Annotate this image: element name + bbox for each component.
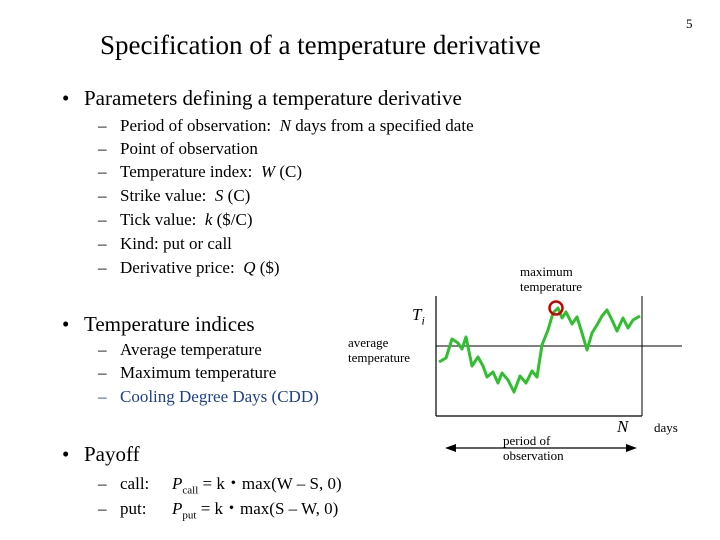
average-temperature-label: average temperature (348, 335, 411, 365)
bullet-dot: • (62, 312, 70, 336)
payoff-call: – call: Pcall = k・max(W – S, 0) (98, 474, 342, 497)
param-item: – Kind: put or call (98, 234, 232, 253)
payoff-put: – put: Pput = k・max(S – W, 0) (98, 499, 339, 522)
indices-heading-text: Temperature indices (84, 312, 255, 336)
param-item: – Tick value: k ($/C) (98, 210, 253, 229)
period-arrow-left-head (445, 444, 456, 452)
param-item: – Temperature index: W (C) (98, 162, 302, 181)
param-item: – Period of observation: N days from a sp… (98, 116, 474, 135)
maximum-temperature-label: maximum temperature (520, 264, 583, 294)
period-of-observation-label: period of observation (503, 433, 564, 463)
params-heading-text: Parameters defining a temperature deriva… (84, 86, 462, 110)
param-item: – Strike value: S (C) (98, 186, 251, 205)
payoff-heading: • Payoff (62, 442, 140, 467)
page-title: Specification of a temperature derivativ… (100, 30, 541, 60)
page-number: 5 (686, 16, 693, 31)
payoff-heading-text: Payoff (84, 442, 140, 466)
param-item: – Point of observation (98, 139, 258, 158)
indices-heading: • Temperature indices (62, 312, 255, 337)
param-item: – Derivative price: Q ($) (98, 258, 280, 277)
bullet-dot: • (62, 442, 70, 466)
index-item-average: – Average temperature (98, 340, 262, 359)
index-item-maximum: – Maximum temperature (98, 363, 277, 382)
maximum-temperature-marker (548, 300, 564, 316)
index-item-cdd: – Cooling Degree Days (CDD) (98, 387, 319, 406)
ti-label: Ti (412, 305, 425, 328)
days-label: days (654, 420, 678, 435)
params-heading: • Parameters defining a temperature deriv… (62, 86, 462, 111)
period-arrow-right-head (626, 444, 637, 452)
bullet-dot: • (62, 86, 70, 110)
temperature-series-line (438, 306, 641, 394)
n-label: N (617, 417, 629, 436)
